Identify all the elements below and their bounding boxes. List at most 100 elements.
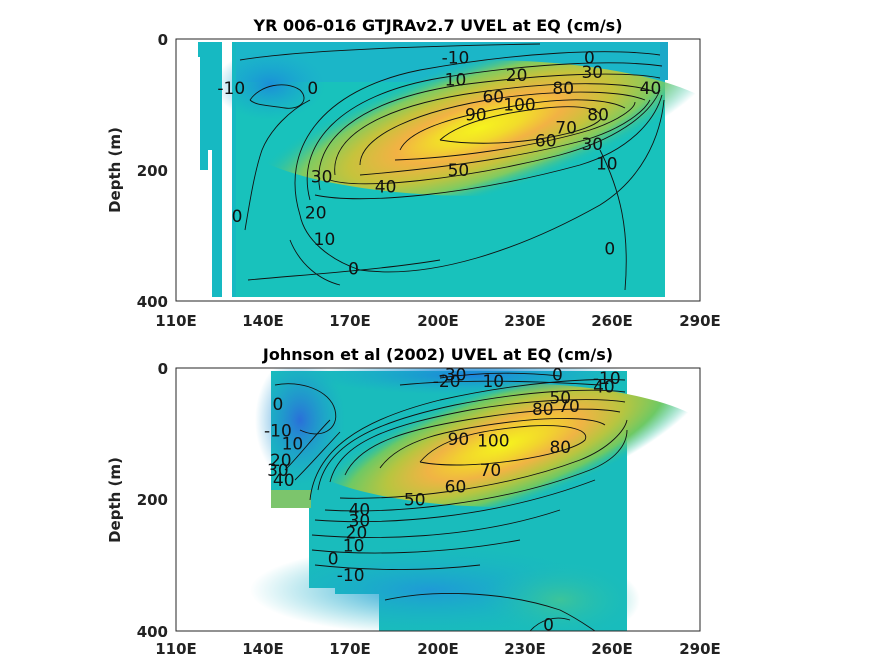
x-tick-label: 140E <box>242 640 284 656</box>
contour-line <box>399 99 626 151</box>
contour-label: 90 <box>448 430 470 450</box>
contour-line <box>359 91 646 166</box>
x-tick-label: 260E <box>591 312 633 330</box>
field-top <box>198 42 700 297</box>
contour-label: 0 <box>307 79 318 99</box>
contour-line <box>314 94 663 200</box>
contour-line <box>314 479 596 523</box>
contour-label: 40 <box>349 500 371 520</box>
x-tick-label: 200E <box>417 312 459 330</box>
x-tick-label: 290E <box>679 312 721 330</box>
deep-green-bottom <box>480 560 640 631</box>
contour-line <box>247 259 441 281</box>
west-edge-bottom <box>271 490 311 508</box>
contour-label: 50 <box>549 389 571 409</box>
contour-line <box>311 509 561 538</box>
contour-label: 60 <box>482 88 504 108</box>
contour-line <box>334 83 656 176</box>
axes-box-top <box>175 38 701 302</box>
y-axis-label-bottom: Depth (m) <box>106 457 124 543</box>
contour-label: 0 <box>552 366 563 386</box>
contour-label: -10 <box>217 79 245 99</box>
undercurrent-core-top <box>230 60 700 196</box>
x-ticks-bottom: 110E 140E 170E 200E 230E 260E 290E <box>155 640 721 656</box>
contour-label: 10 <box>596 154 618 174</box>
contour-label: -10 <box>337 566 365 586</box>
land-strip-2 <box>200 57 208 170</box>
contour-label: -10 <box>442 48 470 68</box>
undercurrent-core-bottom <box>290 383 700 507</box>
contours-bottom <box>274 372 628 631</box>
contour-label: 10 <box>314 230 336 250</box>
x-tick-label: 230E <box>504 640 546 656</box>
y-axis-label-top: Depth (m) <box>106 127 124 213</box>
contour-line <box>324 429 628 512</box>
contour-line <box>419 425 587 466</box>
contour-line <box>384 592 596 631</box>
contour-line <box>339 419 628 499</box>
x-tick-label: 140E <box>242 312 284 330</box>
contour-label: 10 <box>282 435 304 455</box>
contour-line <box>249 84 305 109</box>
contour-line <box>317 389 626 491</box>
x-tick-label: 110E <box>155 312 197 330</box>
x-tick-label: 170E <box>329 312 371 330</box>
contour-label: 40 <box>375 177 397 197</box>
contour-line <box>529 617 571 631</box>
x-tick-label: 170E <box>329 640 371 656</box>
contour-label: 20 <box>305 204 327 224</box>
contour-line <box>344 408 621 476</box>
contour-line <box>439 106 602 144</box>
field-bottom <box>250 368 700 631</box>
westward-flow-bottom <box>255 368 345 485</box>
y-tick-label: 200 <box>137 491 168 509</box>
chart-title-bottom: Johnson et al (2002) UVEL at EQ (cm/s) <box>262 345 613 364</box>
y-ticks-bottom: 0 200 400 <box>137 360 168 641</box>
contour-label: 0 <box>543 615 554 635</box>
contour-label: 0 <box>328 550 339 570</box>
contour-line <box>314 564 481 570</box>
contour-label: 0 <box>348 259 359 279</box>
contour-line <box>439 372 561 379</box>
contour-label: 30 <box>311 168 333 188</box>
contour-label: 60 <box>535 132 557 152</box>
contour-label: 60 <box>445 477 467 497</box>
contour-line <box>394 101 636 161</box>
contour-line <box>318 73 661 191</box>
contour-label: 70 <box>558 397 580 417</box>
x-ticks-top: 110E 140E 170E 200E 230E 260E 290E <box>155 312 721 330</box>
contour-label: -20 <box>433 372 461 392</box>
y-tick-label: 400 <box>137 623 168 641</box>
contour-label: 0 <box>604 240 615 260</box>
contour-line <box>329 89 661 185</box>
contour-label: 0 <box>232 207 243 227</box>
contour-label: 0 <box>272 395 283 415</box>
contour-label: -30 <box>439 366 467 386</box>
contour-line <box>599 149 627 291</box>
contour-label: 90 <box>465 105 487 125</box>
contour-line <box>284 419 331 471</box>
contour-label: 10 <box>343 537 365 557</box>
y-tick-label: 200 <box>137 162 168 180</box>
contour-line <box>306 62 663 201</box>
contour-line <box>309 379 626 501</box>
contour-label: 40 <box>273 471 295 491</box>
contour-label: 20 <box>270 451 292 471</box>
land-strip-1 <box>198 42 208 57</box>
contour-line <box>399 380 601 386</box>
contour-label: 20 <box>346 523 368 543</box>
y-tick-label: 400 <box>137 293 168 311</box>
contour-label: 50 <box>404 491 426 511</box>
contour-label: 30 <box>581 135 603 155</box>
contour-line <box>244 99 311 231</box>
contours-top <box>239 43 665 291</box>
east-patch-top <box>660 42 668 80</box>
contour-label: 80 <box>549 438 571 458</box>
y-tick-label: 0 <box>158 360 168 378</box>
contour-line <box>379 417 606 469</box>
panel-bottom: Johnson et al (2002) UVEL at EQ (cm/s) <box>106 345 721 656</box>
contour-label: 50 <box>448 161 470 181</box>
x-tick-label: 200E <box>417 640 459 656</box>
